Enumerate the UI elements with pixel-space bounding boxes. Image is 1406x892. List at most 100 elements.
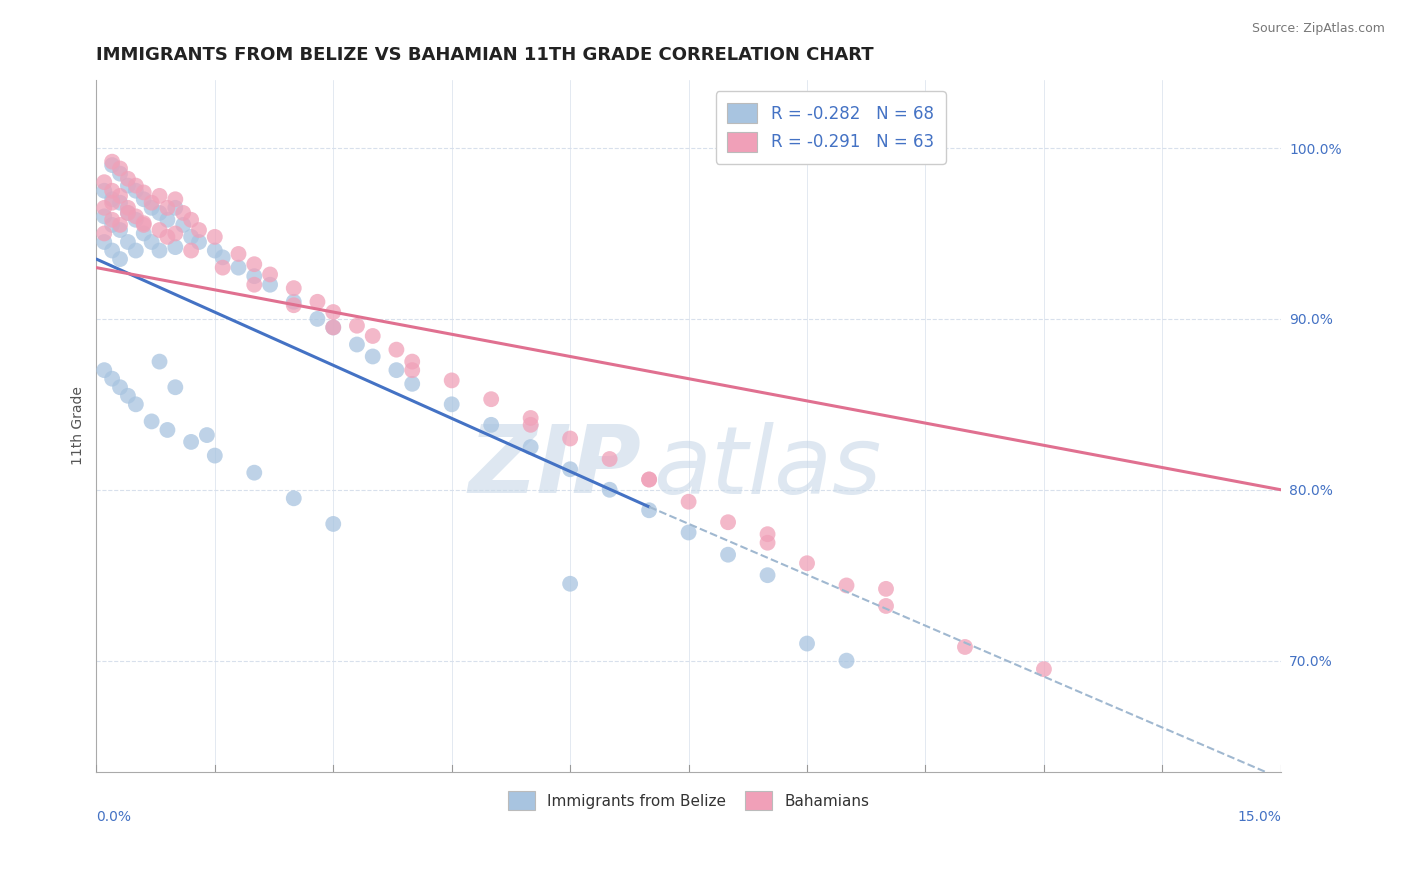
- Point: [93, 210, 115, 224]
- Point: [599, 483, 621, 497]
- Point: [132, 216, 155, 230]
- Point: [243, 269, 266, 284]
- Point: [156, 201, 179, 215]
- Text: 15.0%: 15.0%: [1237, 810, 1281, 824]
- Point: [125, 244, 148, 258]
- Point: [211, 251, 233, 265]
- Point: [756, 527, 779, 541]
- Point: [678, 494, 700, 508]
- Point: [141, 195, 163, 210]
- Point: [180, 230, 202, 244]
- Point: [141, 414, 163, 428]
- Point: [148, 354, 170, 368]
- Point: [93, 235, 115, 249]
- Point: [875, 599, 897, 613]
- Point: [117, 201, 139, 215]
- Point: [93, 201, 115, 215]
- Point: [101, 195, 124, 210]
- Point: [875, 582, 897, 596]
- Point: [125, 397, 148, 411]
- Point: [117, 389, 139, 403]
- Point: [204, 244, 226, 258]
- Point: [346, 337, 368, 351]
- Point: [108, 223, 131, 237]
- Point: [117, 171, 139, 186]
- Point: [195, 428, 218, 442]
- Point: [204, 230, 226, 244]
- Point: [108, 161, 131, 176]
- Point: [599, 452, 621, 467]
- Point: [717, 515, 740, 529]
- Point: [638, 473, 661, 487]
- Point: [101, 212, 124, 227]
- Point: [307, 294, 329, 309]
- Point: [228, 247, 250, 261]
- Point: [125, 210, 148, 224]
- Point: [560, 576, 582, 591]
- Point: [165, 380, 187, 394]
- Point: [283, 281, 305, 295]
- Point: [165, 227, 187, 241]
- Point: [835, 654, 858, 668]
- Point: [101, 154, 124, 169]
- Point: [638, 503, 661, 517]
- Point: [180, 434, 202, 449]
- Point: [283, 294, 305, 309]
- Point: [796, 636, 818, 650]
- Point: [560, 462, 582, 476]
- Point: [132, 192, 155, 206]
- Point: [560, 432, 582, 446]
- Point: [132, 227, 155, 241]
- Point: [519, 417, 541, 432]
- Point: [519, 440, 541, 454]
- Point: [148, 189, 170, 203]
- Point: [756, 535, 779, 549]
- Point: [117, 206, 139, 220]
- Point: [172, 206, 194, 220]
- Point: [259, 277, 281, 292]
- Point: [243, 257, 266, 271]
- Point: [108, 195, 131, 210]
- Point: [322, 305, 344, 319]
- Point: [479, 417, 502, 432]
- Point: [259, 268, 281, 282]
- Point: [117, 235, 139, 249]
- Point: [156, 423, 179, 437]
- Point: [322, 320, 344, 334]
- Point: [1032, 662, 1054, 676]
- Point: [204, 449, 226, 463]
- Point: [188, 235, 211, 249]
- Point: [756, 568, 779, 582]
- Point: [141, 201, 163, 215]
- Point: [101, 372, 124, 386]
- Point: [180, 244, 202, 258]
- Point: [796, 556, 818, 570]
- Point: [953, 640, 976, 654]
- Point: [101, 218, 124, 232]
- Point: [141, 235, 163, 249]
- Legend: Immigrants from Belize, Bahamians: Immigrants from Belize, Bahamians: [502, 785, 876, 816]
- Text: atlas: atlas: [652, 422, 882, 513]
- Point: [361, 329, 384, 343]
- Point: [132, 186, 155, 200]
- Point: [440, 373, 463, 387]
- Point: [132, 218, 155, 232]
- Point: [108, 167, 131, 181]
- Point: [519, 411, 541, 425]
- Point: [156, 212, 179, 227]
- Point: [148, 223, 170, 237]
- Text: ZIP: ZIP: [468, 421, 641, 513]
- Point: [401, 376, 423, 391]
- Point: [440, 397, 463, 411]
- Point: [307, 311, 329, 326]
- Point: [243, 277, 266, 292]
- Point: [93, 227, 115, 241]
- Point: [322, 516, 344, 531]
- Point: [717, 548, 740, 562]
- Point: [156, 230, 179, 244]
- Point: [117, 178, 139, 193]
- Point: [322, 320, 344, 334]
- Text: 0.0%: 0.0%: [97, 810, 131, 824]
- Point: [346, 318, 368, 333]
- Point: [108, 218, 131, 232]
